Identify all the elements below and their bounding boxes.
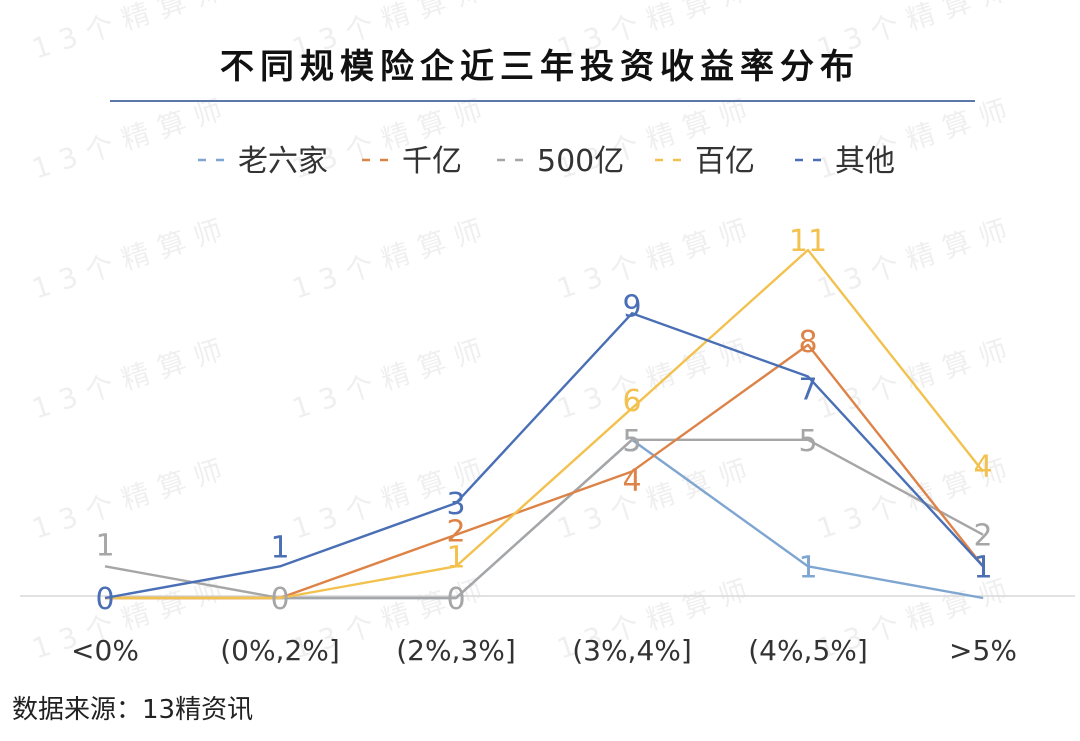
data-label: 8: [798, 325, 817, 360]
x-tick-label: (0%,2%]: [220, 634, 340, 667]
series-lines: [104, 248, 984, 600]
watermark-text: 13个精算师: [28, 330, 236, 426]
watermark-text: 13个精算师: [28, 450, 236, 546]
data-label: 1: [973, 550, 992, 585]
data-label: 5: [622, 424, 641, 459]
series-line: [104, 438, 984, 600]
data-label: 3: [446, 487, 465, 522]
data-label: 6: [622, 384, 641, 419]
legend-item: 千亿: [362, 144, 462, 179]
data-label: 0: [95, 582, 114, 617]
data-label: 1: [798, 550, 817, 585]
watermark-text: 13个精算师: [553, 330, 761, 426]
data-label: 0: [446, 582, 465, 617]
x-tick-label: (4%,5%]: [748, 634, 868, 667]
watermark-text: 13个精算师: [553, 210, 761, 306]
source-note: 数据来源：13精资讯: [12, 695, 253, 725]
watermark-text: 13个精算师: [28, 210, 236, 306]
data-label: 11: [789, 224, 827, 259]
legend: 老六家 千亿 500亿 百亿 其他: [198, 144, 895, 179]
x-tick-label: (3%,4%]: [572, 634, 692, 667]
data-label: 9: [622, 289, 641, 324]
data-label: 4: [622, 463, 641, 498]
legend-item: 500亿: [497, 144, 624, 179]
watermark-text: 13个精算师: [288, 210, 496, 306]
chart-title: 不同规模险企近三年投资收益率分布: [220, 47, 860, 87]
data-label: 1: [973, 550, 992, 585]
data-label: 0: [270, 582, 289, 617]
data-label: 2: [446, 515, 465, 550]
watermark-text: 13个精算师: [813, 210, 1021, 306]
data-label: 5: [798, 424, 817, 459]
watermark-text: 13个精算师: [553, 450, 761, 546]
watermark-text: 13个精算师: [288, 330, 496, 426]
x-tick-label: >5%: [949, 634, 1017, 667]
data-label: 1: [270, 530, 289, 565]
watermark-text: 13个精算师: [813, 330, 1021, 426]
data-label: 4: [973, 449, 992, 484]
legend-label: 老六家: [238, 144, 328, 179]
legend-item: 其他: [795, 144, 895, 179]
legend-item: 老六家: [198, 144, 328, 179]
x-tick-label: (2%,3%]: [396, 634, 516, 667]
watermark-text: 13个精算师: [28, 0, 236, 66]
series-line: [105, 248, 984, 600]
data-label: 7: [798, 373, 817, 408]
watermark-layer: 13个精算师 13个精算师 13个精算师 13个精算师 13个精算师 13个精算师 13个精…: [28, 0, 1021, 666]
watermark-text: 13个精算师: [28, 90, 236, 186]
x-tick-label: <0%: [71, 634, 139, 667]
data-label: 1: [446, 540, 465, 575]
data-label: 1: [95, 528, 114, 563]
legend-label: 百亿: [695, 144, 755, 179]
data-label: 2: [973, 519, 992, 554]
x-tick-labels: <0% (0%,2%] (2%,3%] (3%,4%] (4%,5%] >5%: [71, 634, 1017, 667]
legend-label: 其他: [835, 144, 895, 179]
legend-label: 500亿: [537, 144, 624, 179]
legend-label: 千亿: [402, 144, 462, 179]
data-label: 5: [622, 424, 641, 459]
series-line: [104, 312, 984, 600]
legend-item: 百亿: [655, 144, 755, 179]
